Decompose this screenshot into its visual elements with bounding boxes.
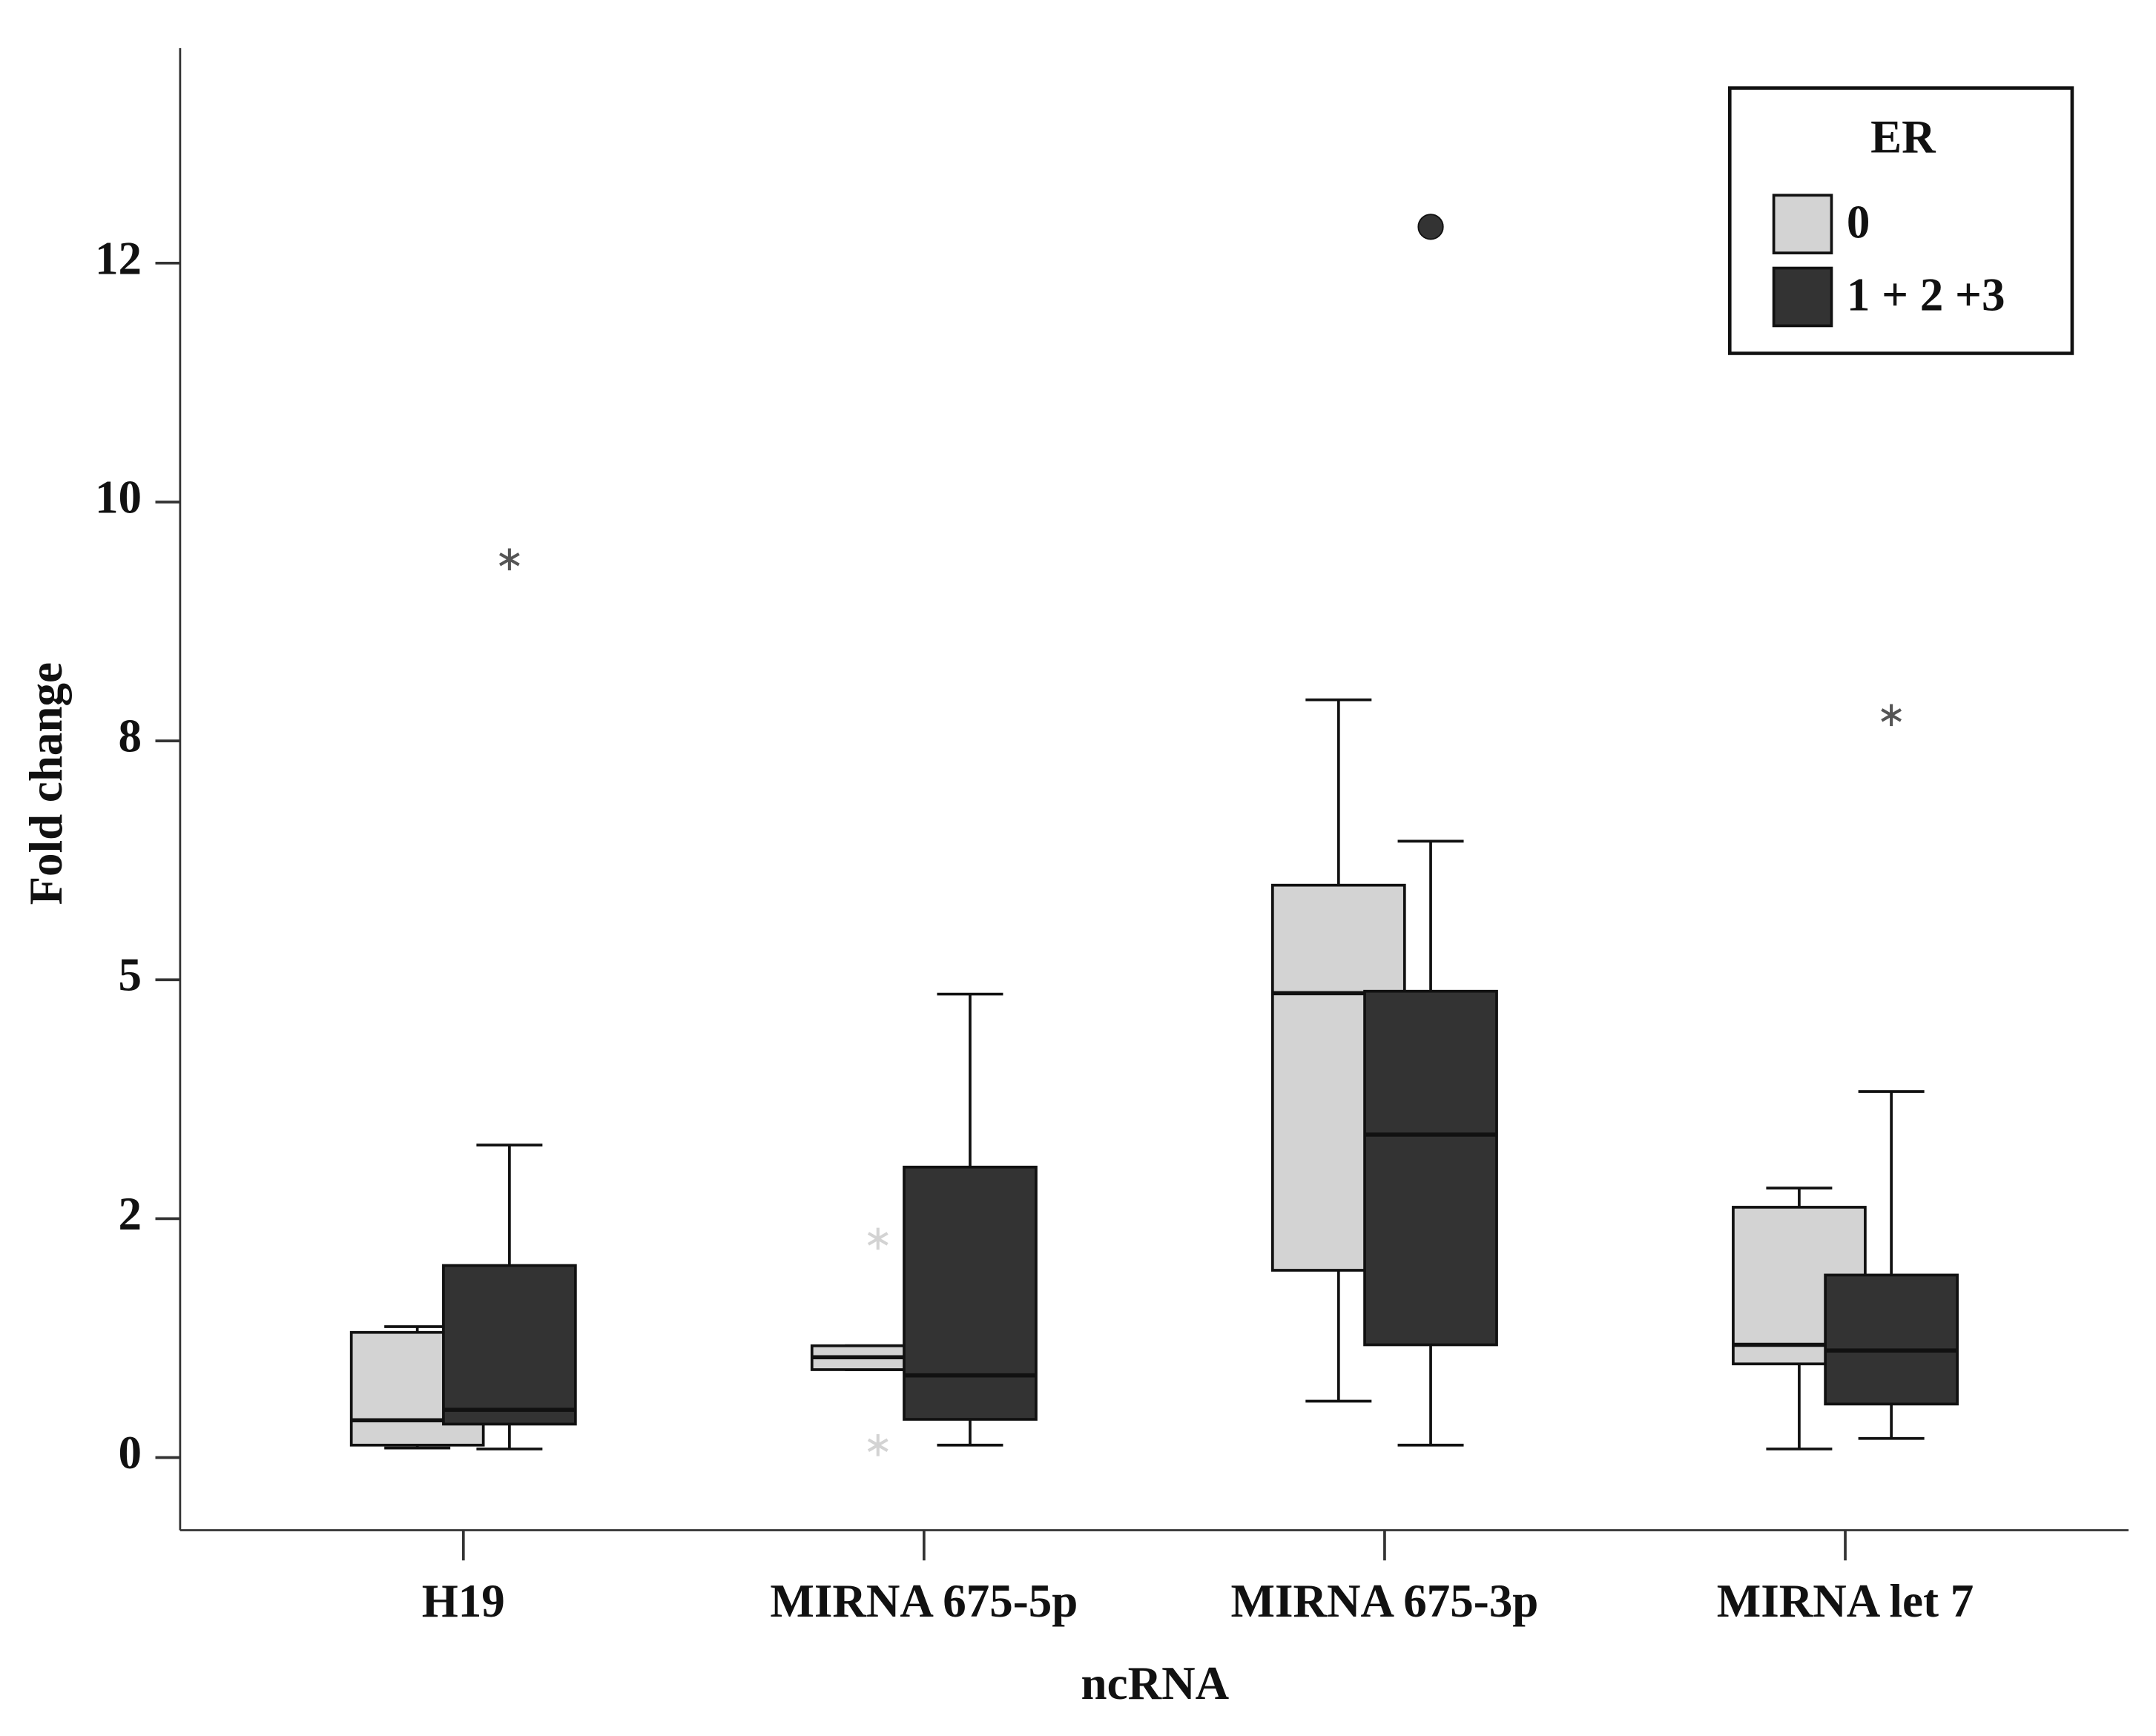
box — [1363, 989, 1498, 1347]
legend-swatch — [1772, 266, 1833, 328]
legend-swatch — [1772, 194, 1833, 254]
x-tick-label: MIRNA 675-3p — [1230, 1575, 1538, 1627]
y-tick-label: 8 — [118, 710, 142, 762]
box — [1824, 1273, 1959, 1406]
outlier — [867, 1227, 889, 1250]
box — [442, 1264, 577, 1426]
y-tick-label: 2 — [118, 1188, 142, 1240]
outlier — [1881, 704, 1902, 727]
x-tick-label: MIRNA let 7 — [1717, 1575, 1974, 1627]
x-tick-label: MIRNA 675-5p — [770, 1575, 1078, 1627]
box — [903, 1165, 1038, 1421]
legend-label: 0 — [1847, 196, 1870, 248]
outlier — [1417, 214, 1444, 240]
y-tick-label: 10 — [95, 471, 142, 523]
outlier — [499, 548, 520, 571]
x-tick-label: H19 — [422, 1575, 505, 1627]
y-tick-label: 5 — [118, 949, 142, 1001]
legend-label: 1 + 2 +3 — [1847, 269, 2005, 321]
y-axis-label: Fold change — [20, 662, 72, 905]
x-axis-label: ncRNA — [1081, 1657, 1230, 1709]
y-tick-label: 0 — [118, 1427, 142, 1479]
y-tick-label: 12 — [95, 232, 142, 284]
outlier — [867, 1433, 889, 1456]
legend-title: ER — [1870, 110, 1936, 162]
